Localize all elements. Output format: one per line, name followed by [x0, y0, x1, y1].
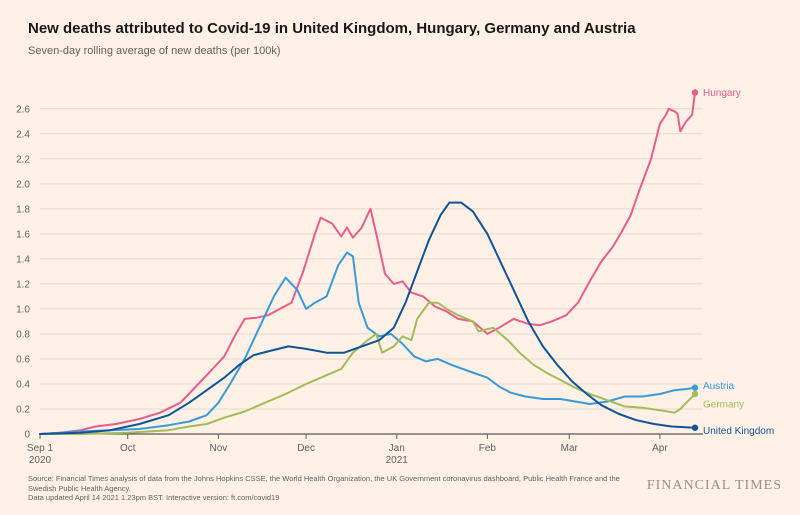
- y-axis-ticks: 0 0.2 0.4 0.6 0.8 1.0 1.2 1.4 1.6 1.8 2.0 2.2 2.4 2.6: [16, 104, 30, 440]
- x-tick-label: Mar: [561, 443, 579, 454]
- source-line-3: Data updated April 14 2021 1.23pm BST. I…: [28, 493, 280, 502]
- source-line-1: Source: Financial Times analysis of data…: [28, 474, 620, 483]
- series-line-austria: [39, 251, 696, 435]
- series-line-hungary: [39, 91, 696, 435]
- series-label: Hungary: [703, 88, 741, 99]
- y-tick-label: 0: [24, 430, 30, 441]
- series-label: United Kingdom: [703, 426, 774, 437]
- series-line-germany: [39, 301, 696, 435]
- chart-title: New deaths attributed to Covid-19 in Uni…: [28, 20, 636, 37]
- y-tick-label: 1.6: [16, 229, 30, 240]
- y-tick-label: 2.2: [16, 154, 30, 165]
- x-tick-sublabel: 2020: [29, 455, 52, 466]
- series-label: Austria: [703, 381, 735, 392]
- series-lines: [39, 91, 696, 435]
- y-tick-label: 0.4: [16, 379, 30, 390]
- gridlines: [40, 108, 703, 435]
- series-labels: Hungary Austria Germany United Kingdom: [691, 88, 774, 437]
- series-end-marker: [691, 384, 699, 391]
- x-tick-label: Apr: [652, 443, 668, 454]
- source-line-2: Swedish Public Health Agency.: [28, 483, 131, 493]
- x-tick-sublabel: 2021: [386, 455, 409, 466]
- y-tick-label: 2.4: [16, 129, 30, 140]
- series-end-marker: [691, 89, 699, 96]
- y-tick-label: 1.0: [16, 304, 30, 315]
- x-tick-label: Dec: [297, 443, 315, 454]
- x-tick-label: Oct: [120, 443, 136, 454]
- ft-logo: FINANCIAL TIMES: [646, 478, 782, 493]
- series-end-marker: [691, 390, 699, 398]
- source-note: Source: Financial Times analysis of data…: [28, 474, 628, 503]
- x-tick-label: Feb: [479, 443, 497, 454]
- line-chart: 0 0.2 0.4 0.6 0.8 1.0 1.2 1.4 1.6 1.8 2.0 2.2 2.4 2.6…: [16, 88, 774, 466]
- series-end-marker: [691, 424, 699, 431]
- y-tick-label: 0.6: [16, 354, 30, 365]
- x-tick-label: Jan: [389, 443, 405, 454]
- y-tick-label: 1.8: [16, 204, 30, 215]
- y-tick-label: 2.0: [16, 179, 30, 190]
- y-tick-label: 1.4: [16, 254, 30, 265]
- y-tick-label: 0.8: [16, 329, 30, 340]
- y-tick-label: 0.2: [16, 404, 30, 415]
- chart-subtitle: Seven-day rolling average of new deaths …: [28, 45, 281, 57]
- x-tick-label: Sep 1: [27, 443, 54, 454]
- y-tick-label: 2.6: [16, 104, 30, 115]
- series-label: Germany: [703, 399, 744, 410]
- series-line-united-kingdom: [39, 201, 696, 435]
- x-tick-label: Nov: [209, 443, 227, 454]
- y-tick-label: 1.2: [16, 279, 30, 290]
